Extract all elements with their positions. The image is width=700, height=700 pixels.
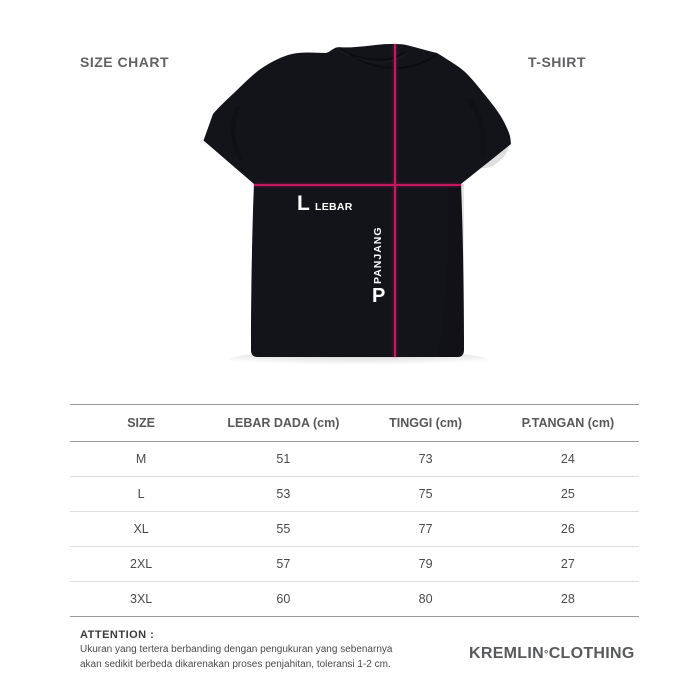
svg-text:PANJANG: PANJANG xyxy=(372,226,384,284)
